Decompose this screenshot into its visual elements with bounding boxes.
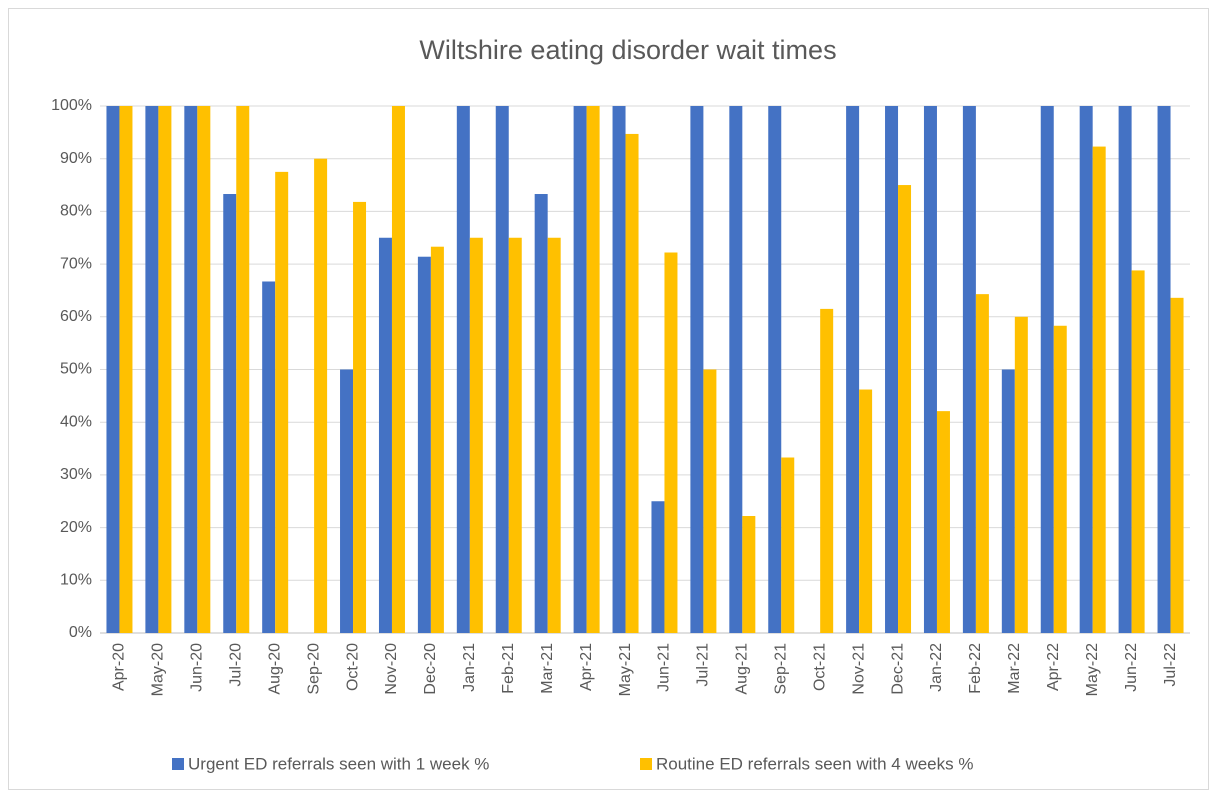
bar xyxy=(573,106,587,633)
bar xyxy=(456,106,470,633)
y-tick-label: 70% xyxy=(60,255,92,272)
bar xyxy=(262,281,276,633)
bar xyxy=(547,237,561,633)
legend-swatch xyxy=(172,758,184,770)
bar xyxy=(1131,270,1145,633)
x-tick-label: Apr-20 xyxy=(111,643,128,691)
bar xyxy=(1040,106,1054,633)
x-tick-label: Feb-21 xyxy=(500,643,517,694)
x-tick-label: Dec-20 xyxy=(422,643,439,695)
bar xyxy=(236,106,250,633)
x-tick-label: Jul-20 xyxy=(227,643,244,687)
bar xyxy=(768,106,782,633)
bar xyxy=(314,158,328,633)
x-tick-label: Aug-21 xyxy=(734,643,751,695)
y-tick-label: 100% xyxy=(51,97,92,114)
x-tick-label: Jul-22 xyxy=(1162,643,1179,687)
bar xyxy=(820,308,834,633)
x-tick-label: Jun-20 xyxy=(189,643,206,692)
x-tick-label: Sep-20 xyxy=(305,643,322,695)
bar xyxy=(664,252,678,634)
bar xyxy=(184,106,198,633)
y-tick-label: 20% xyxy=(60,519,92,536)
bar xyxy=(1079,106,1093,633)
y-tick-label: 40% xyxy=(60,413,92,430)
x-tick-label: Feb-22 xyxy=(967,643,984,694)
legend-label: Routine ED referrals seen with 4 weeks % xyxy=(656,754,973,773)
bar xyxy=(106,106,120,633)
bar xyxy=(158,106,172,633)
x-tick-label: Mar-21 xyxy=(539,643,556,694)
x-tick-label: Apr-22 xyxy=(1045,643,1062,691)
x-tick-label: May-22 xyxy=(1084,643,1101,696)
y-tick-label: 90% xyxy=(60,150,92,167)
x-tick-label: May-21 xyxy=(617,643,634,696)
legend-label: Urgent ED referrals seen with 1 week % xyxy=(188,754,489,773)
bar xyxy=(1001,369,1015,633)
bar xyxy=(962,106,976,633)
x-tick-label: Nov-21 xyxy=(850,643,867,695)
x-tick-label: Dec-21 xyxy=(889,643,906,695)
bar xyxy=(1170,297,1184,633)
bar xyxy=(469,237,483,633)
bar xyxy=(340,369,354,633)
bar xyxy=(586,106,600,633)
bar xyxy=(936,411,950,633)
x-tick-label: Nov-20 xyxy=(383,643,400,695)
y-tick-label: 60% xyxy=(60,308,92,325)
legend-swatch xyxy=(640,758,652,770)
y-tick-label: 30% xyxy=(60,466,92,483)
bar xyxy=(353,201,367,633)
bar xyxy=(846,106,860,633)
bar xyxy=(417,256,431,633)
bar xyxy=(1014,316,1028,633)
x-tick-label: Jun-21 xyxy=(656,643,673,692)
bar xyxy=(1053,325,1067,633)
bar xyxy=(729,106,743,633)
bar xyxy=(690,106,704,633)
bar xyxy=(275,171,289,633)
x-tick-label: Jan-21 xyxy=(461,643,478,692)
bar xyxy=(781,457,795,633)
y-tick-label: 50% xyxy=(60,361,92,378)
bar xyxy=(430,246,444,634)
x-tick-label: Oct-21 xyxy=(811,643,828,691)
bar xyxy=(975,294,989,633)
x-tick-label: Aug-20 xyxy=(266,643,283,695)
bar xyxy=(508,237,522,633)
bar xyxy=(534,194,548,633)
bar xyxy=(612,106,626,633)
x-tick-label: Mar-22 xyxy=(1006,643,1023,694)
bar xyxy=(651,501,665,633)
x-tick-label: Sep-21 xyxy=(772,643,789,695)
x-tick-label: Jan-22 xyxy=(928,643,945,692)
bar xyxy=(197,106,211,633)
chart-title: Wiltshire eating disorder wait times xyxy=(419,35,836,65)
y-tick-label: 80% xyxy=(60,203,92,220)
bar xyxy=(1092,146,1106,634)
bar xyxy=(1118,106,1132,633)
bar xyxy=(923,106,937,633)
bar xyxy=(378,237,392,633)
bar xyxy=(742,516,756,633)
bar xyxy=(495,106,509,633)
y-tick-label: 10% xyxy=(60,572,92,589)
bar xyxy=(885,106,899,633)
bar xyxy=(119,106,133,633)
x-tick-label: Oct-20 xyxy=(344,643,361,691)
bar xyxy=(703,369,717,633)
x-tick-label: May-20 xyxy=(150,643,167,696)
y-tick-label: 0% xyxy=(69,624,92,641)
bar xyxy=(898,185,912,634)
x-tick-label: Jun-22 xyxy=(1123,643,1140,692)
x-tick-label: Jul-21 xyxy=(695,643,712,687)
bar xyxy=(625,133,639,633)
bar xyxy=(145,106,159,633)
bar xyxy=(859,389,873,633)
bar xyxy=(1157,106,1171,633)
x-tick-label: Apr-21 xyxy=(578,643,595,691)
bar xyxy=(223,194,237,633)
bar xyxy=(391,106,405,633)
